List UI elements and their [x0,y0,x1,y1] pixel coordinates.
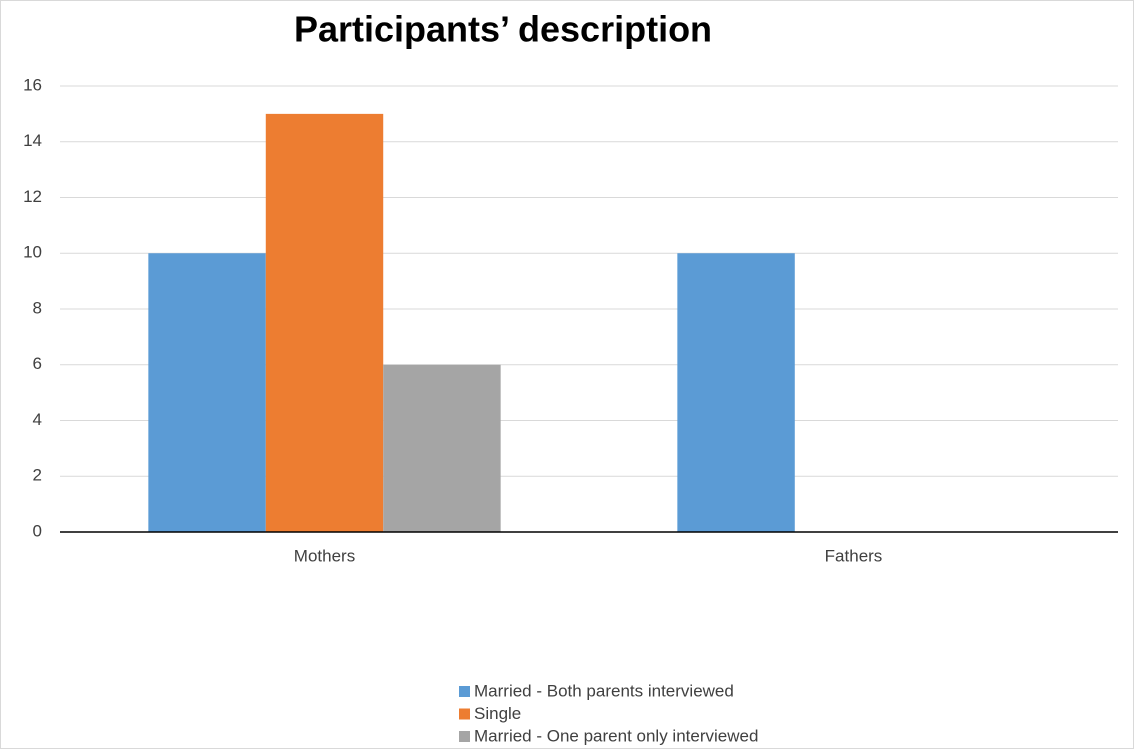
x-tick-label: Fathers [825,546,883,565]
y-tick-label: 14 [23,131,42,150]
legend-label: Married - Both parents interviewed [474,681,734,700]
y-tick-label: 12 [23,187,42,206]
bar [148,253,266,532]
bar [383,364,501,532]
x-tick-label: Mothers [294,546,355,565]
legend-swatch [459,686,470,697]
y-tick-label: 10 [23,243,42,262]
y-tick-label: 6 [33,354,42,373]
bar [677,253,795,532]
y-tick-label: 4 [33,410,42,429]
bar [265,113,384,532]
y-tick-label: 16 [23,75,42,94]
legend-swatch [459,731,470,742]
legend-label: Married - One parent only interviewed [474,726,758,745]
legend-label: Single [474,704,521,723]
chart-title: Participants’ description [294,9,712,50]
y-tick-label: 2 [33,466,42,485]
y-tick-label: 8 [33,298,42,317]
legend-swatch [459,708,470,720]
y-tick-label: 0 [33,521,42,540]
